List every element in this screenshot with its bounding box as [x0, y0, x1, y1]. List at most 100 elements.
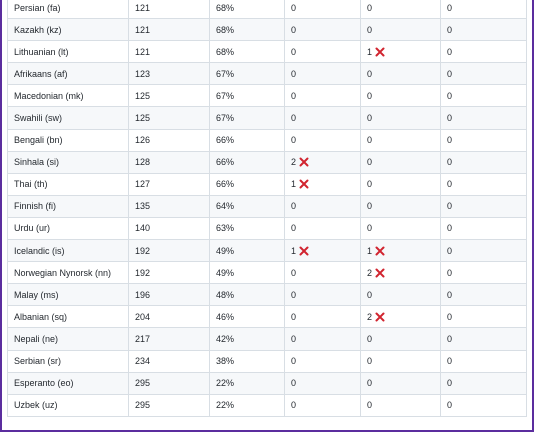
percent-cell-value: 68%	[216, 2, 235, 13]
count-cell-content: 295	[135, 400, 150, 410]
column-6-cell-content: 0	[447, 179, 452, 189]
percent-cell-value: 42%	[216, 333, 235, 344]
count-cell-content: 128	[135, 157, 150, 167]
column-6-cell-content: 0	[447, 69, 452, 79]
column-4-cell: 0	[284, 283, 361, 307]
language-cell: Uzbek (uz)	[7, 393, 129, 417]
column-6-cell: 0	[440, 106, 527, 130]
language-cell-content: Macedonian (mk)	[14, 91, 84, 101]
column-5-cell: 0	[360, 327, 441, 351]
language-cell-content: Urdu (ur)	[14, 223, 50, 233]
language-cell: Kazakh (kz)	[7, 18, 129, 42]
column-4-cell-content: 0	[291, 201, 296, 211]
count-cell: 192	[128, 239, 210, 263]
column-6-cell-value: 0	[447, 2, 453, 13]
table-row: Swahili (sw) 125 67% 0 0 0	[7, 106, 527, 130]
percent-cell-value: 67%	[216, 68, 235, 79]
column-5-cell: 0	[360, 393, 441, 417]
column-4-cell-value: 0	[291, 68, 297, 79]
percent-cell-content: 48%	[216, 290, 234, 300]
column-5-cell-content: 0	[367, 113, 372, 123]
percent-cell: 38%	[209, 349, 285, 373]
language-cell-value: Kazakh (kz)	[14, 24, 62, 35]
column-4-cell-value: 0	[291, 135, 297, 146]
column-6-cell: 0	[440, 40, 527, 64]
column-4-cell: 0	[284, 128, 361, 152]
table-row: Thai (th) 127 66% 1 0 0	[7, 172, 527, 196]
column-6-cell-value: 0	[447, 333, 453, 344]
percent-cell-content: 68%	[216, 25, 234, 35]
cross-mark-icon	[299, 157, 309, 167]
column-5-cell: 0	[360, 150, 441, 174]
column-4-cell-content: 0	[291, 25, 296, 35]
percent-cell-value: 68%	[216, 46, 235, 57]
column-4-cell-content: 0	[291, 69, 296, 79]
column-6-cell: 0	[440, 349, 527, 373]
column-4-cell: 0	[284, 305, 361, 329]
column-5-cell-value: 0	[367, 400, 373, 411]
column-4-cell-content: 1	[291, 179, 309, 189]
column-4-cell-value: 0	[291, 378, 297, 389]
column-5-cell-value: 1	[367, 46, 373, 57]
count-cell-content: 123	[135, 69, 150, 79]
count-cell-value: 192	[135, 245, 151, 256]
column-4-cell-value: 0	[291, 289, 297, 300]
percent-cell-value: 49%	[216, 245, 235, 256]
column-6-cell: 0	[440, 239, 527, 263]
column-4-cell-value: 0	[291, 311, 297, 322]
count-cell: 121	[128, 0, 210, 20]
percent-cell-value: 22%	[216, 400, 235, 411]
percent-cell-content: 67%	[216, 69, 234, 79]
language-cell-value: Urdu (ur)	[14, 223, 51, 234]
column-5-cell-value: 0	[367, 135, 373, 146]
column-6-cell-value: 0	[447, 24, 453, 35]
column-6-cell-content: 0	[447, 3, 452, 13]
column-4-cell-content: 0	[291, 400, 296, 410]
column-4-cell: 0	[284, 106, 361, 130]
column-6-cell-value: 0	[447, 68, 453, 79]
count-cell: 295	[128, 393, 210, 417]
column-6-cell: 0	[440, 305, 527, 329]
language-cell-content: Persian (fa)	[14, 3, 61, 13]
percent-cell-value: 66%	[216, 157, 235, 168]
percent-cell: 22%	[209, 393, 285, 417]
percent-cell: 42%	[209, 327, 285, 351]
count-cell-content: 127	[135, 179, 150, 189]
count-cell: 217	[128, 327, 210, 351]
cross-mark-icon	[375, 268, 385, 278]
count-cell-value: 126	[135, 135, 151, 146]
column-6-cell-content: 0	[447, 246, 452, 256]
column-6-cell: 0	[440, 172, 527, 196]
column-6-cell-content: 0	[447, 290, 452, 300]
column-6-cell-content: 0	[447, 400, 452, 410]
column-4-cell-content: 0	[291, 3, 296, 13]
column-6-cell: 0	[440, 327, 527, 351]
column-5-cell: 0	[360, 216, 441, 241]
percent-cell-content: 49%	[216, 246, 234, 256]
column-6-cell-value: 0	[447, 135, 453, 146]
count-cell-content: 121	[135, 47, 150, 57]
count-cell-content: 121	[135, 25, 150, 35]
column-4-cell-content: 0	[291, 223, 296, 233]
table-row: Malay (ms) 196 48% 0 0 0	[7, 283, 527, 307]
column-6-cell: 0	[440, 84, 527, 108]
language-cell-value: Icelandic (is)	[14, 245, 65, 256]
count-cell-value: 128	[135, 157, 151, 168]
count-cell-content: 140	[135, 223, 150, 233]
column-5-cell: 0	[360, 84, 441, 108]
column-6-cell-value: 0	[447, 179, 453, 190]
count-cell-value: 234	[135, 356, 151, 367]
column-5-cell-value: 0	[367, 24, 373, 35]
column-4-cell-content: 0	[291, 356, 296, 366]
language-cell-content: Swahili (sw)	[14, 113, 62, 123]
column-5-cell-content: 1	[367, 47, 385, 57]
language-cell: Icelandic (is)	[7, 239, 129, 263]
percent-cell-value: 46%	[216, 311, 235, 322]
column-5-cell: 1	[360, 40, 441, 64]
percent-cell-value: 64%	[216, 201, 235, 212]
table-row: Kazakh (kz) 121 68% 0 0 0	[7, 18, 527, 42]
column-5-cell-content: 2	[367, 312, 385, 322]
column-5-cell-content: 1	[367, 246, 385, 256]
column-6-cell-value: 0	[447, 223, 453, 234]
count-cell: 121	[128, 40, 210, 64]
